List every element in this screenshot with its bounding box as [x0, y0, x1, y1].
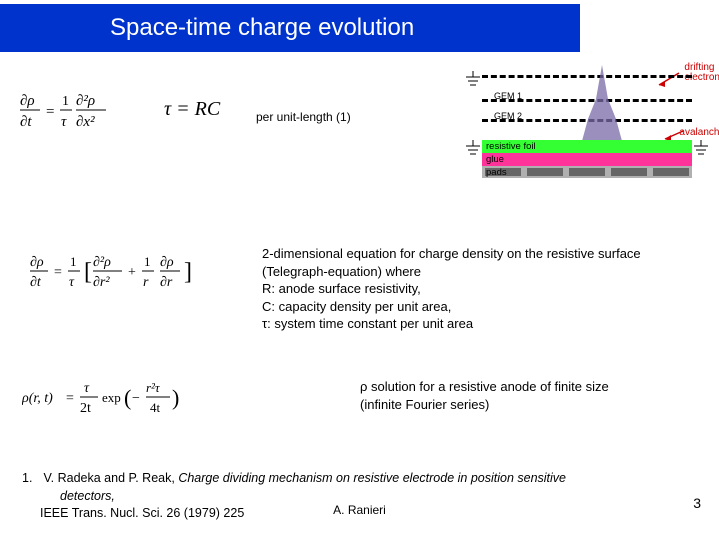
pads-label: pads [486, 167, 507, 178]
svg-text:∂t: ∂t [20, 114, 32, 130]
footnote-authors: V. Radeka and P. Reak, [43, 471, 178, 485]
svg-text:τ: τ [61, 114, 67, 130]
desc2-line1: 2-dimensional equation for charge densit… [262, 245, 641, 263]
slide-title: Space-time charge evolution [110, 14, 414, 42]
page-number: 3 [693, 495, 701, 511]
svg-text:ρ(r, t): ρ(r, t) [22, 391, 53, 406]
equation-2-telegraph: ∂ρ ∂t = 1 τ [ ∂²ρ ∂r² + 1 r ∂ρ ∂r ] [30, 253, 225, 293]
svg-text:−: − [132, 391, 140, 406]
svg-text:r²τ: r²τ [146, 380, 161, 395]
desc2-line3: R: anode surface resistivity, [262, 280, 641, 298]
svg-text:∂ρ: ∂ρ [160, 255, 174, 270]
svg-text:∂²ρ: ∂²ρ [93, 255, 111, 270]
svg-text:+: + [128, 265, 136, 280]
svg-text:[: [ [84, 259, 92, 285]
svg-text:τ: τ [69, 275, 75, 290]
footnote-title-part1: Charge dividing mechanism on resistive e… [178, 471, 566, 485]
footnote-line3: IEEE Trans. Nucl. Sci. 26 (1979) 225 [22, 505, 566, 523]
avalanche-shape-icon [582, 65, 622, 141]
svg-text:=: = [46, 104, 54, 120]
avalanche-label: avalanche [679, 127, 719, 138]
desc2-line2: (Telegraph-equation) where [262, 263, 641, 281]
svg-text:]: ] [184, 259, 192, 285]
tau-definition: τ = RC [164, 98, 220, 121]
footnote-reference: 1. V. Radeka and P. Reak, Charge dividin… [22, 470, 566, 523]
svg-text:∂t: ∂t [30, 275, 42, 290]
foil-label: resistive foil [486, 141, 536, 152]
glue-layer [482, 153, 692, 166]
equation-3-solution: ρ(r, t) = τ 2t exp ( − r²τ 4t ) [22, 378, 197, 420]
svg-text:∂r²: ∂r² [93, 275, 110, 290]
svg-text:4t: 4t [150, 400, 161, 415]
desc3-line2: (infinite Fourier series) [360, 396, 609, 414]
svg-text:1: 1 [70, 254, 77, 269]
desc2-line4: C: capacity density per unit area, [262, 298, 641, 316]
svg-text:exp: exp [102, 390, 121, 405]
glue-label: glue [486, 154, 504, 165]
ground-icon [466, 71, 480, 91]
pads-layer [482, 166, 692, 178]
svg-text:∂r: ∂r [160, 275, 173, 290]
svg-text:1: 1 [144, 254, 151, 269]
ground-icon [694, 140, 708, 160]
svg-text:2t: 2t [80, 401, 91, 416]
svg-text:=: = [66, 391, 74, 406]
svg-text:τ: τ [84, 381, 90, 396]
svg-text:∂ρ: ∂ρ [20, 93, 35, 109]
footnote-line1: 1. V. Radeka and P. Reak, Charge dividin… [22, 470, 566, 488]
svg-text:1: 1 [62, 94, 69, 109]
equation-2-description: 2-dimensional equation for charge densit… [262, 245, 641, 333]
footnote-number: 1. [22, 470, 40, 488]
svg-text:∂x²: ∂x² [76, 114, 95, 130]
ground-icon [466, 140, 480, 160]
svg-text:=: = [54, 265, 62, 280]
title-bar: Space-time charge evolution [0, 4, 580, 52]
footnote-line2: detectors, [22, 488, 566, 506]
svg-text:∂ρ: ∂ρ [30, 255, 44, 270]
detector-diagram: drifting electrons GEM 1 GEM 2 avalanche… [462, 65, 717, 210]
drifting-electrons-label: drifting electrons [684, 63, 719, 83]
drift-arrow-icon [655, 71, 683, 89]
equation-3-description: ρ solution for a resistive anode of fini… [360, 378, 609, 414]
svg-text:r: r [143, 275, 149, 290]
desc3-line1: ρ solution for a resistive anode of fini… [360, 378, 609, 396]
footer-author: A. Ranieri [333, 503, 386, 517]
diffusion-eq-1d: ∂ρ ∂t = 1 τ ∂²ρ ∂x² [20, 90, 120, 135]
eq1-note: per unit-length (1) [256, 110, 351, 124]
desc2-line5: τ: system time constant per unit area [262, 315, 641, 333]
svg-text:∂²ρ: ∂²ρ [76, 93, 95, 109]
svg-text:(: ( [124, 385, 131, 410]
equation-1: ∂ρ ∂t = 1 τ ∂²ρ ∂x² [20, 90, 120, 135]
svg-text:): ) [172, 385, 179, 410]
